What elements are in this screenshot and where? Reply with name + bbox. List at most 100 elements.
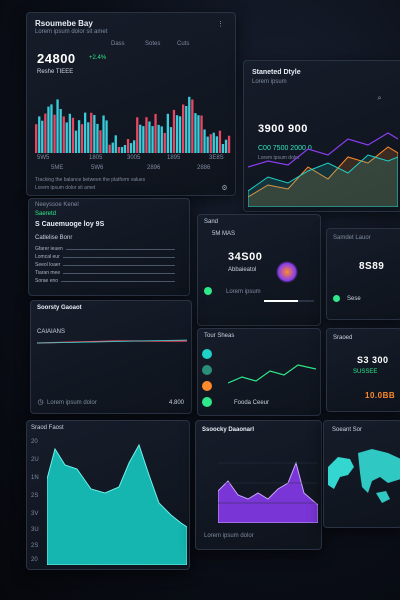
clock-icon: ◷ <box>37 399 44 406</box>
chart-bar <box>129 143 133 153</box>
source-icon[interactable] <box>202 365 212 375</box>
list-item[interactable]: Seeol loaer <box>35 262 175 268</box>
panel-title: Sraod Faost <box>31 425 64 431</box>
panel-subtitle: Lorem ipsum <box>252 79 287 85</box>
status-dot <box>333 295 340 302</box>
y-tick: 2U <box>31 457 39 463</box>
chart-bar <box>145 117 148 153</box>
chart-bar <box>182 104 185 153</box>
list-item[interactable]: Lomcal eur <box>35 254 175 260</box>
footer-text: Tracking the balance between the platfor… <box>35 177 146 183</box>
chart-bar <box>96 123 99 153</box>
source-icon[interactable] <box>202 349 212 359</box>
chart-bar <box>59 109 62 153</box>
list-item[interactable]: Gfarer ieuen <box>35 246 175 252</box>
menu-item-1[interactable]: Dass <box>111 41 125 47</box>
chart-bar <box>139 124 142 153</box>
area-caption-2: Lorem ipsum dolor <box>258 155 300 161</box>
x-tick-2: 2896 <box>147 165 161 171</box>
list-item[interactable]: Tiaran mee <box>35 270 175 276</box>
bar-chart <box>35 96 231 153</box>
chart-bar <box>169 127 173 153</box>
panel-area-chart: Staneted Dtyle Lorem ipsum ⌕ 3900 900 C0… <box>243 60 400 212</box>
gauge-ring <box>276 261 298 283</box>
chart-bar <box>224 139 228 153</box>
y-tick: 20 <box>31 439 38 445</box>
chart-bar <box>50 104 53 153</box>
main-label: Reshe TIEEE <box>37 69 74 75</box>
chart-bar <box>175 115 179 153</box>
chart-bar <box>172 109 176 153</box>
chart-bar <box>53 114 56 153</box>
gauge-label: Abbaieatol <box>228 267 257 273</box>
chart-bar <box>35 124 38 153</box>
panel-title: Ssoocky Daaonarl <box>202 427 255 433</box>
chart-bar <box>74 130 78 153</box>
chart-bar <box>160 126 163 153</box>
chart-bar <box>117 147 120 153</box>
y-tick: 2S <box>31 493 39 499</box>
chart-bar <box>99 130 102 153</box>
chart-bar <box>90 112 93 153</box>
menu-item-2[interactable]: Sotes <box>145 41 161 47</box>
x-tick: 1805 <box>89 155 103 161</box>
menu-item-3[interactable]: Cuts <box>177 41 190 47</box>
panel-subtitle: Lorem ipsum dolor sit amet <box>35 29 108 35</box>
chart-bar <box>148 121 151 153</box>
area-caption: C00 7500 2000 0 <box>258 145 312 152</box>
search-icon[interactable]: ⌕ <box>377 95 382 102</box>
chart-bar <box>62 116 65 153</box>
footer-text: Lorem ipsum dolor <box>204 533 254 539</box>
panel-gauge: Sand 5M MAS 34S00 Abbaieatol Lorem ipsum <box>197 214 321 326</box>
chart-bar <box>87 122 90 153</box>
chart-bar <box>102 115 105 153</box>
panel-title: Sraoed <box>333 335 353 341</box>
list-item[interactable]: Sorae eno <box>35 278 175 284</box>
x-tick-2: 5W6 <box>91 165 104 171</box>
panel-title: Samdet Lauor <box>333 235 371 241</box>
panel-area-purple: Ssoocky Daaonarl Lorem ipsum dolor <box>195 420 322 550</box>
chart-bar <box>136 117 139 153</box>
panel-world-map: Soeant Sor <box>323 420 400 528</box>
panel-title: Tour Sheas <box>204 333 235 339</box>
panel-title: Soorsty Gaoaot <box>37 305 82 311</box>
source-icon[interactable] <box>202 381 212 391</box>
chart-bar <box>163 132 166 153</box>
gear-icon[interactable]: ⚙ <box>221 185 228 192</box>
chart-bar <box>65 122 68 153</box>
panel-title: Sand <box>204 219 219 225</box>
list-heading: S Cauemuoge loy 9S <box>35 221 105 228</box>
value-main: S3 300 <box>357 355 389 365</box>
chart-bar <box>56 99 59 153</box>
chart-bar <box>221 144 225 153</box>
chart-bar <box>157 124 160 153</box>
panel-title: Rsoumebe Bay <box>35 19 93 28</box>
chart-bar <box>218 130 222 153</box>
chart-bar <box>151 126 154 153</box>
x-tick: 3E8S <box>209 155 224 161</box>
panel-values: Sraoed S3 300 SUSSEE 10.0BB <box>326 328 400 412</box>
world-map[interactable] <box>324 441 400 511</box>
footer-text: Lorem ipsum dolor <box>47 400 97 406</box>
chart-bar <box>188 96 191 153</box>
chart-bar <box>44 113 47 153</box>
gauge-value: 34S00 <box>228 251 263 263</box>
source-icon[interactable] <box>202 397 212 407</box>
chart-bar <box>212 132 215 153</box>
chart-bar <box>71 117 75 153</box>
chart-bar <box>142 126 145 153</box>
panel-market-chart: Rsoumebe Bay Lorem ipsum dolor sit amet … <box>26 12 236 196</box>
chart-bar <box>200 115 203 153</box>
sparkline <box>228 364 316 384</box>
x-tick: 3005 <box>127 155 141 161</box>
chart-bar <box>209 134 212 153</box>
chart-bar <box>206 136 209 153</box>
teal-area-chart <box>47 443 187 565</box>
change-badge: +2.4% <box>89 55 107 61</box>
y-tick: 3U <box>31 527 39 533</box>
panel-sources: Tour Sheas Fooda Ceeur <box>197 328 321 416</box>
panel-area-teal: Sraod Faost 20 2U 1N 2S 3V 3U 2S 20 <box>26 420 190 570</box>
menu-icon[interactable]: ⋮ <box>217 21 224 28</box>
area-value: 3900 900 <box>258 123 308 135</box>
